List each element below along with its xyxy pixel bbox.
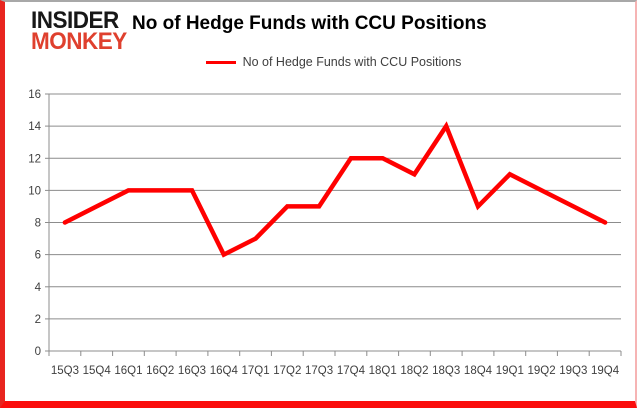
y-tick-label: 16 (28, 89, 41, 101)
series-line (62, 121, 608, 258)
x-tick-label: 16Q1 (114, 365, 142, 377)
y-tick-label: 2 (35, 314, 41, 326)
y-tick-label: 4 (35, 282, 42, 294)
x-tick-label: 19Q2 (528, 365, 556, 377)
x-tick-label: 16Q3 (178, 365, 206, 377)
y-tick-label: 8 (35, 218, 41, 230)
x-tick-label: 17Q3 (305, 365, 333, 377)
x-tick-label: 17Q2 (273, 365, 301, 377)
insider-monkey-logo: INSIDER MONKEY (31, 6, 127, 54)
x-tick-label: 17Q1 (242, 365, 270, 377)
y-tick-label: 0 (35, 346, 41, 358)
x-tick-label: 18Q2 (400, 365, 428, 377)
x-tick-label: 16Q4 (210, 365, 239, 377)
x-tick-label: 19Q4 (591, 365, 620, 377)
x-tick-label: 17Q4 (337, 365, 366, 377)
x-tick-label: 15Q4 (83, 365, 112, 377)
y-tick-label: 6 (35, 250, 41, 262)
logo-line-insider: INSIDER (31, 6, 119, 34)
x-tick-label: 18Q1 (369, 365, 397, 377)
x-tick-label: 15Q3 (51, 365, 79, 377)
x-tick-label: 19Q3 (559, 365, 587, 377)
chart-title: No of Hedge Funds with CCU Positions (132, 13, 487, 34)
x-tick-label: 18Q3 (432, 365, 460, 377)
legend: No of Hedge Funds with CCU Positions (15, 55, 635, 69)
x-tick-label: 16Q2 (146, 365, 174, 377)
legend-line-swatch (205, 60, 236, 64)
x-tick-label: 19Q1 (496, 365, 524, 377)
y-tick-label: 14 (28, 121, 41, 133)
x-tick-label: 18Q4 (464, 365, 493, 377)
y-tick-label: 12 (28, 153, 41, 165)
legend-label: No of Hedge Funds with CCU Positions (242, 55, 462, 69)
logo-line-monkey: MONKEY (31, 27, 127, 54)
y-tick-label: 10 (28, 185, 41, 197)
